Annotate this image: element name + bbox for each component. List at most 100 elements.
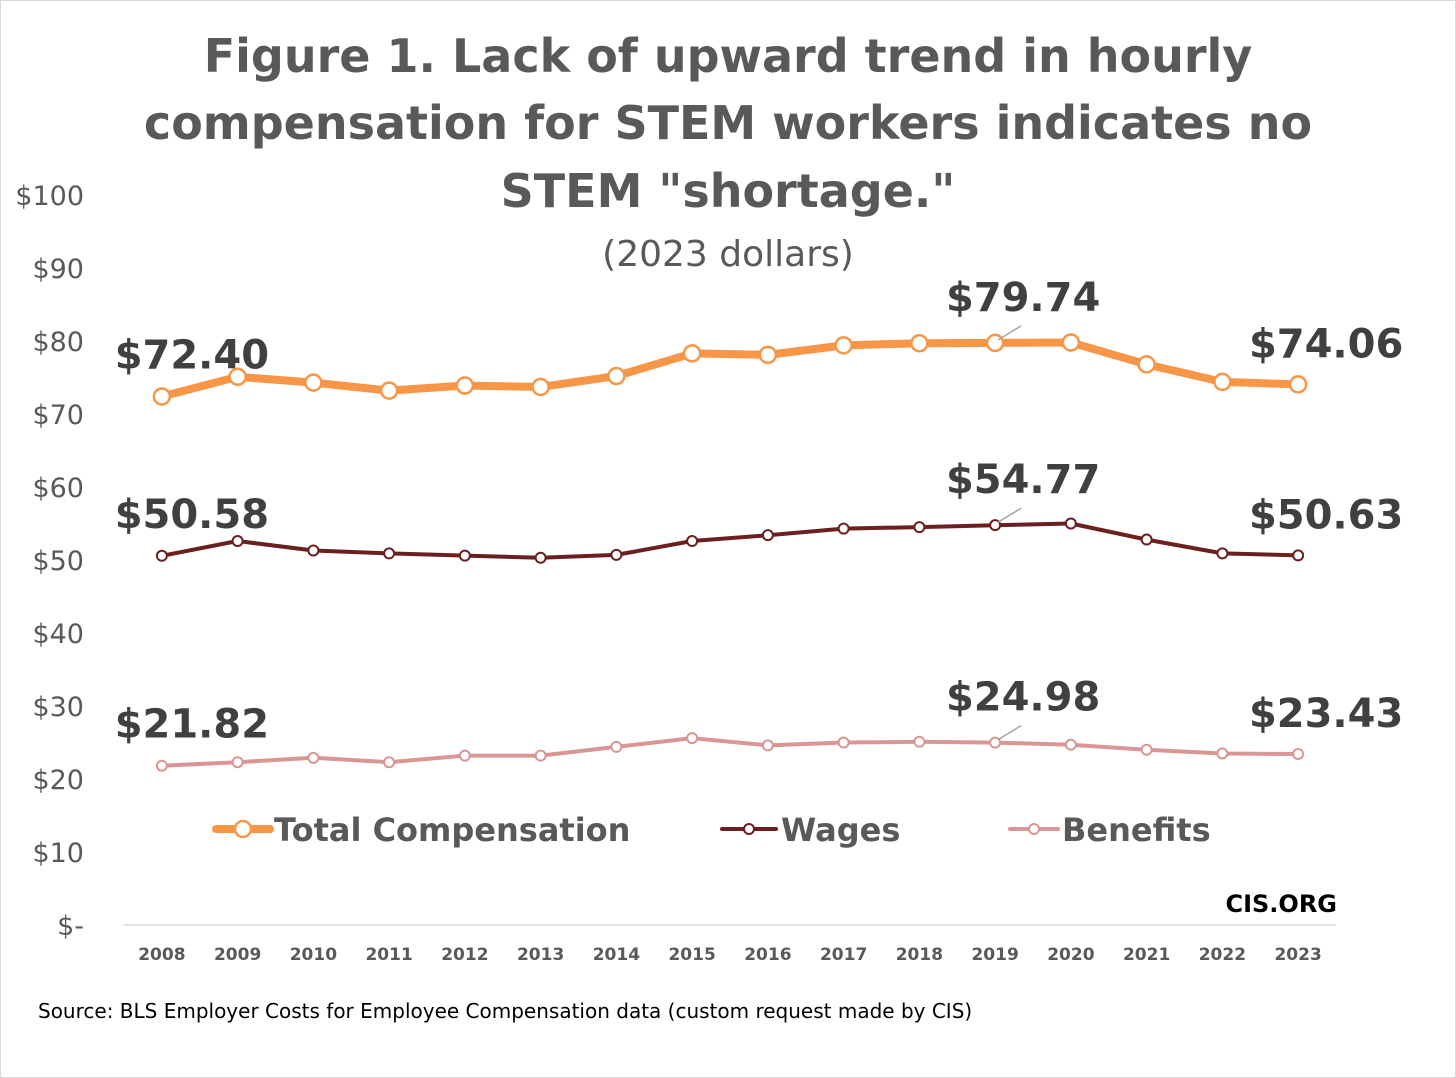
legend-item-benefits: Benefits xyxy=(1008,811,1211,849)
data-point xyxy=(834,336,853,355)
x-tick-label: 2019 xyxy=(971,945,1018,965)
data-point xyxy=(534,749,547,762)
x-tick-label: 2012 xyxy=(441,945,488,965)
x-tick-label: 2020 xyxy=(1047,945,1094,965)
y-tick-label: $10 xyxy=(32,838,84,869)
data-label: $72.40 xyxy=(115,332,269,378)
data-point xyxy=(989,519,1002,532)
x-tick-label: 2018 xyxy=(896,945,943,965)
data-point xyxy=(231,535,244,548)
y-tick-label: $50 xyxy=(32,546,84,577)
data-point xyxy=(307,544,320,557)
x-tick-label: 2015 xyxy=(668,945,715,965)
data-point xyxy=(152,387,172,406)
data-point xyxy=(1288,375,1308,394)
title-line-2: compensation for STEM workers indicates … xyxy=(144,96,1312,150)
x-tick-label: 2013 xyxy=(517,945,564,965)
legend-swatch-marker xyxy=(1028,823,1040,835)
data-point xyxy=(837,522,850,535)
y-tick-label: $20 xyxy=(32,765,84,796)
data-point xyxy=(682,344,702,363)
y-tick-label: $60 xyxy=(32,473,84,504)
data-point xyxy=(761,739,774,752)
legend-swatch-marker xyxy=(743,823,755,835)
data-point xyxy=(155,759,168,772)
data-point xyxy=(383,547,396,560)
series-benefits xyxy=(155,732,1305,772)
data-label: $74.06 xyxy=(1249,321,1403,367)
data-point xyxy=(1064,517,1077,530)
series-layer xyxy=(152,333,1308,772)
data-point xyxy=(534,551,547,564)
x-tick-label: 2011 xyxy=(365,945,412,965)
data-point xyxy=(686,732,699,745)
title-line-1: Figure 1. Lack of upward trend in hourly xyxy=(204,29,1253,83)
data-point xyxy=(910,333,929,353)
y-tick-label: $70 xyxy=(32,400,84,431)
series-total-compensation xyxy=(152,333,1308,406)
x-tick-label: 2023 xyxy=(1274,945,1321,965)
data-label: $50.58 xyxy=(115,492,269,538)
data-point xyxy=(304,373,323,392)
data-label: $23.43 xyxy=(1249,691,1403,737)
data-point xyxy=(379,381,399,400)
legend-label: Benefits xyxy=(1062,811,1211,849)
data-point xyxy=(383,756,396,769)
data-point xyxy=(686,535,699,548)
chart-title: Figure 1. Lack of upward trend in hourly… xyxy=(144,29,1312,218)
data-label: $79.74 xyxy=(946,275,1100,321)
data-labels: $72.40 $79.74 $74.06 $50.58 $54.77 $50.63 $21.… xyxy=(115,275,1404,748)
data-point xyxy=(1061,333,1081,352)
data-point xyxy=(458,549,471,562)
data-label-leader xyxy=(997,507,1022,523)
data-label: $24.98 xyxy=(946,675,1100,721)
data-point xyxy=(610,548,623,561)
data-point xyxy=(231,756,244,769)
data-point xyxy=(531,377,550,397)
data-point xyxy=(913,735,926,748)
source-note: Source: BLS Employer Costs for Employee … xyxy=(38,999,972,1023)
data-point xyxy=(455,376,475,395)
x-tick-label: 2009 xyxy=(214,945,261,965)
x-tick-label: 2010 xyxy=(290,945,337,965)
data-point xyxy=(1140,533,1153,546)
series-wages xyxy=(155,517,1305,564)
y-tick-label: $40 xyxy=(32,619,84,650)
legend: Total Compensation Wages Benefits xyxy=(212,811,1211,849)
data-point xyxy=(989,736,1002,749)
legend-item-total-compensation: Total Compensation xyxy=(212,811,630,849)
data-point xyxy=(985,333,1005,353)
legend-item-wages: Wages xyxy=(720,811,900,849)
data-point xyxy=(837,736,850,749)
y-tick-label: $80 xyxy=(32,327,84,358)
cis-watermark: CIS.ORG xyxy=(1225,890,1337,918)
data-label: $21.82 xyxy=(115,702,269,748)
data-point xyxy=(155,549,168,562)
x-tick-label: 2017 xyxy=(820,945,867,965)
data-point xyxy=(1137,355,1156,374)
legend-label: Wages xyxy=(781,811,900,849)
data-point xyxy=(610,740,623,753)
data-label: $50.63 xyxy=(1249,492,1403,538)
legend-swatch-marker xyxy=(233,819,253,839)
y-tick-label: $30 xyxy=(32,692,84,723)
data-point xyxy=(761,529,774,542)
y-axis: $- $10 $20 $30 $40 $50 $60 $70 $80 $90 $100 xyxy=(15,181,84,942)
data-point xyxy=(458,749,471,762)
series-line xyxy=(159,736,1301,768)
x-axis: 2008 2009 2010 2011 2012 2013 2014 2015 2016 2017… xyxy=(138,945,1322,965)
series-line xyxy=(157,338,1303,401)
y-tick-label: $- xyxy=(57,911,84,942)
data-point xyxy=(913,521,926,534)
data-label-leader xyxy=(997,325,1022,341)
data-label-leader xyxy=(997,725,1022,741)
x-tick-label: 2016 xyxy=(744,945,791,965)
legend-label: Total Compensation xyxy=(274,811,630,849)
x-tick-label: 2022 xyxy=(1199,945,1246,965)
x-tick-label: 2021 xyxy=(1123,945,1170,965)
data-point xyxy=(607,366,626,386)
data-point xyxy=(1140,743,1153,756)
data-point xyxy=(1292,549,1305,562)
data-point xyxy=(1292,747,1305,760)
